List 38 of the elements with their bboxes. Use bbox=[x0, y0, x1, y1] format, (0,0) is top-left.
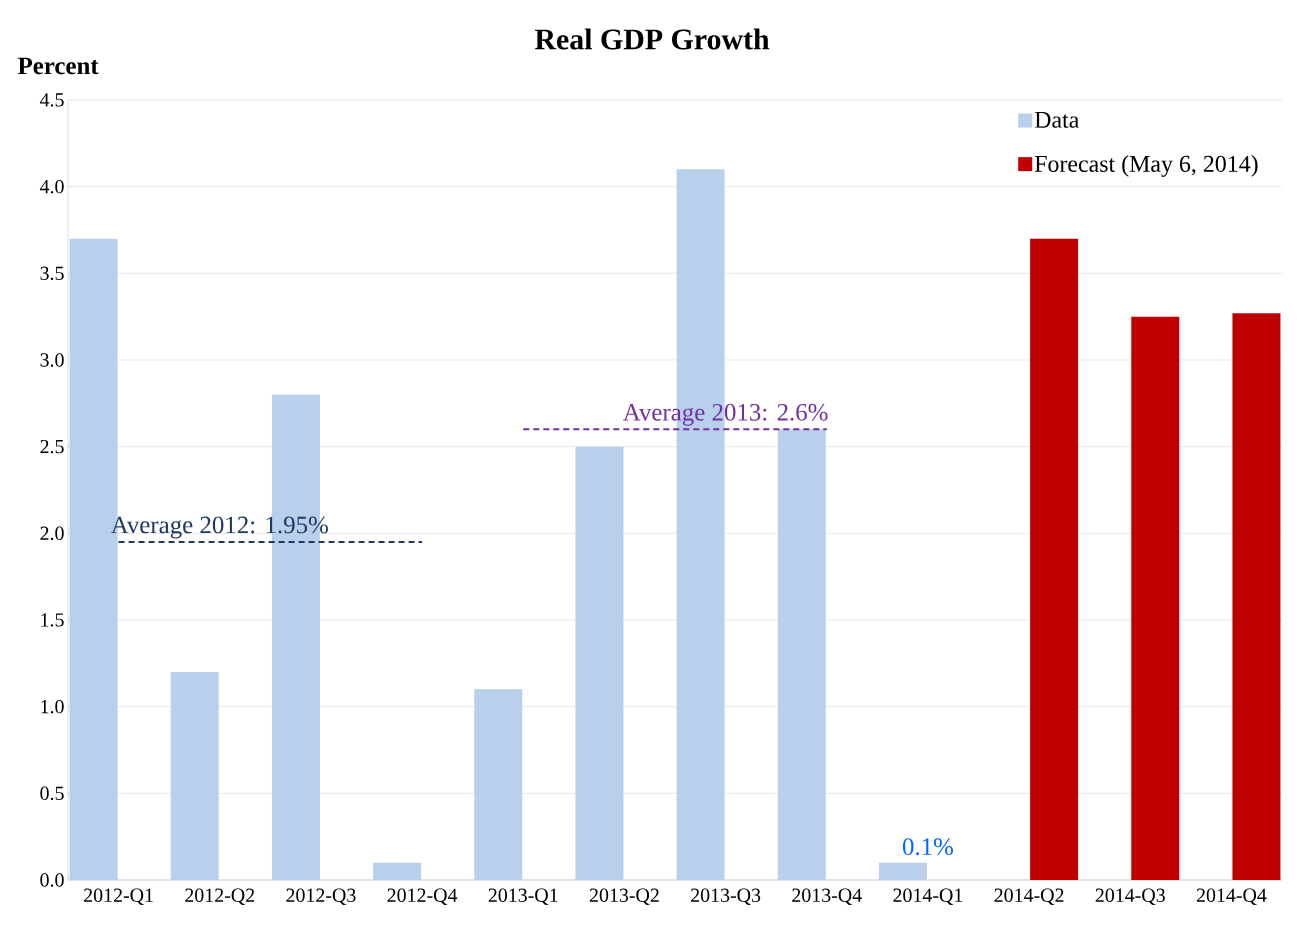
y-tick-label: 4.5 bbox=[39, 93, 64, 107]
x-tick-label: 2014-Q2 bbox=[994, 888, 1064, 905]
y-tick-label: 3.0 bbox=[40, 353, 64, 367]
annotation: 0.1% bbox=[902, 838, 954, 856]
x-tick-label: 2012-Q4 bbox=[387, 888, 458, 905]
x-tick-label: 2014-Q1 bbox=[893, 888, 963, 905]
bar bbox=[1131, 316, 1180, 880]
y-tick-label: 0.5 bbox=[40, 786, 64, 801]
x-tick-label: 2012-Q1 bbox=[84, 888, 153, 905]
bar bbox=[1232, 313, 1281, 880]
y-tick-label: 0.0 bbox=[40, 873, 64, 887]
x-tick-label: 2014-Q3 bbox=[1095, 888, 1165, 905]
bar bbox=[474, 689, 523, 880]
x-tick-label: 2012-Q3 bbox=[286, 888, 356, 905]
chart-title: Real GDP Growth bbox=[534, 28, 770, 50]
x-tick-label: 2014-Q4 bbox=[1196, 888, 1267, 905]
bar bbox=[878, 862, 927, 880]
x-tick-label: 2013-Q4 bbox=[792, 888, 862, 905]
y-tick-label: 3.5 bbox=[40, 266, 64, 281]
annotation: Average 2013: 2.6% bbox=[623, 403, 828, 426]
y-tick-label: 2.5 bbox=[40, 439, 64, 454]
y-tick-label: 2.0 bbox=[40, 526, 64, 541]
x-tick-label: 2013-Q2 bbox=[589, 888, 659, 905]
bar bbox=[777, 429, 826, 880]
x-tick-label: 2013-Q3 bbox=[691, 888, 761, 905]
y-tick-label: 1.0 bbox=[41, 699, 64, 714]
annotation: Average 2012: 1.95% bbox=[110, 516, 328, 539]
x-tick-label: 2013-Q1 bbox=[488, 888, 558, 905]
bar bbox=[170, 672, 219, 880]
bar bbox=[575, 446, 624, 880]
y-axis-title: Percent bbox=[17, 57, 99, 75]
y-tick-label: 1.5 bbox=[41, 613, 64, 627]
x-tick-label: 2012-Q2 bbox=[185, 888, 255, 905]
y-tick-label: 4.0 bbox=[39, 179, 64, 194]
legend-label: Forecast (May 6, 2014) bbox=[1034, 155, 1258, 177]
legend-label: Data bbox=[1034, 111, 1079, 128]
bar bbox=[1030, 238, 1079, 880]
bar bbox=[373, 862, 422, 880]
